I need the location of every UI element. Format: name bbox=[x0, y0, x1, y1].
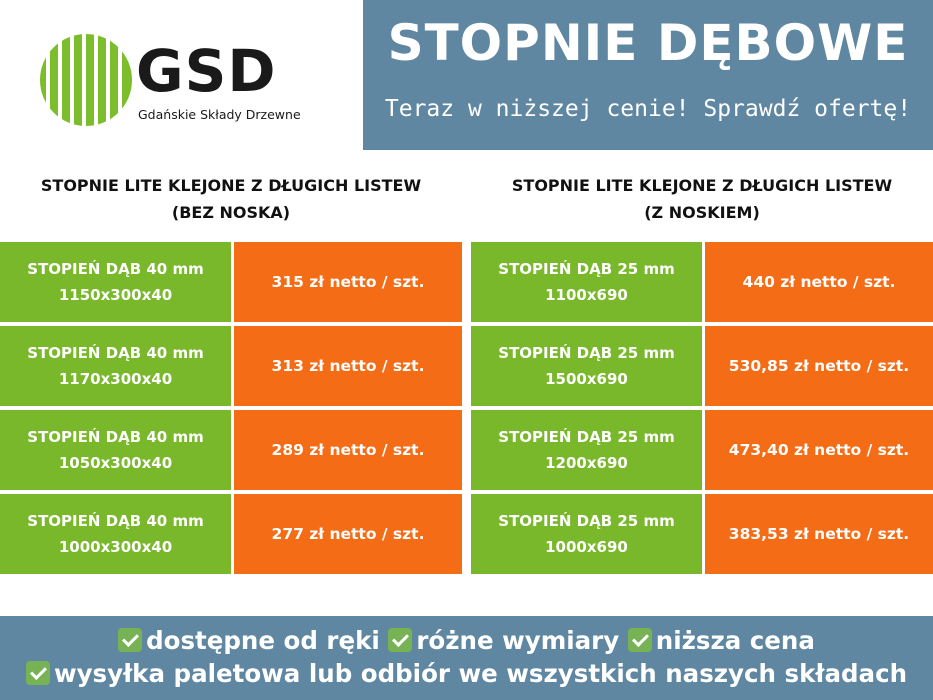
promo-banner: STOPNIE DĘBOWE Teraz w niższej cenie! Sp… bbox=[363, 0, 933, 150]
logo-mark-icon bbox=[40, 34, 132, 126]
price-table-without-nosing: STOPNIE LITE KLEJONE Z DŁUGICH LISTEW (B… bbox=[0, 172, 462, 578]
price-cell: 383,53 zł netto / szt. bbox=[705, 494, 933, 574]
product-cell: STOPIEŃ DĄB 25 mm 1000x690 bbox=[471, 494, 702, 574]
feature-text: wysyłka paletowa lub odbiór we wszystkic… bbox=[53, 659, 908, 688]
product-cell: STOPIEŃ DĄB 40 mm 1170x300x40 bbox=[0, 326, 231, 406]
banner-title: STOPNIE DĘBOWE bbox=[387, 14, 909, 72]
check-mark-icon bbox=[627, 628, 652, 652]
table-row: STOPIEŃ DĄB 25 mm 1100x690 440 zł netto … bbox=[471, 242, 933, 322]
price-cell: 530,85 zł netto / szt. bbox=[705, 326, 933, 406]
table-heading: STOPNIE LITE KLEJONE Z DŁUGICH LISTEW (Z… bbox=[471, 172, 933, 242]
price-cell: 315 zł netto / szt. bbox=[234, 242, 462, 322]
feature-text: dostępne od ręki bbox=[146, 626, 380, 655]
product-cell: STOPIEŃ DĄB 40 mm 1000x300x40 bbox=[0, 494, 231, 574]
price-cell: 289 zł netto / szt. bbox=[234, 410, 462, 490]
table-heading-line: (BEZ NOSKA) bbox=[171, 203, 291, 222]
product-size: 1000x690 bbox=[545, 538, 628, 556]
features-line: wysyłka paletowa lub odbiór we wszystkic… bbox=[0, 661, 933, 687]
price-cell: 313 zł netto / szt. bbox=[234, 326, 462, 406]
table-row: STOPIEŃ DĄB 40 mm 1050x300x40 289 zł net… bbox=[0, 410, 462, 490]
product-name: STOPIEŃ DĄB 25 mm bbox=[498, 260, 675, 278]
product-size: 1150x300x40 bbox=[58, 286, 173, 304]
product-name: STOPIEŃ DĄB 40 mm bbox=[27, 344, 204, 362]
price-cell: 473,40 zł netto / szt. bbox=[705, 410, 933, 490]
feature-text: różne wymiary bbox=[416, 626, 620, 655]
product-cell: STOPIEŃ DĄB 25 mm 1500x690 bbox=[471, 326, 702, 406]
product-size: 1050x300x40 bbox=[58, 454, 173, 472]
product-name: STOPIEŃ DĄB 40 mm bbox=[27, 512, 204, 530]
product-size: 1170x300x40 bbox=[58, 370, 173, 388]
price-cell: 277 zł netto / szt. bbox=[234, 494, 462, 574]
product-name: STOPIEŃ DĄB 40 mm bbox=[27, 260, 204, 278]
gsd-logo: GSD Gdańskie Składy Drzewne bbox=[38, 28, 318, 132]
feature-text: niższa cena bbox=[655, 626, 815, 655]
product-name: STOPIEŃ DĄB 25 mm bbox=[498, 428, 675, 446]
product-size: 1100x690 bbox=[545, 286, 628, 304]
product-size: 1200x690 bbox=[545, 454, 628, 472]
table-row: STOPIEŃ DĄB 40 mm 1150x300x40 315 zł net… bbox=[0, 242, 462, 322]
product-cell: STOPIEŃ DĄB 25 mm 1100x690 bbox=[471, 242, 702, 322]
table-row: STOPIEŃ DĄB 25 mm 1200x690 473,40 zł net… bbox=[471, 410, 933, 490]
price-cell: 440 zł netto / szt. bbox=[705, 242, 933, 322]
product-cell: STOPIEŃ DĄB 40 mm 1050x300x40 bbox=[0, 410, 231, 490]
check-mark-icon bbox=[388, 628, 413, 652]
table-row: STOPIEŃ DĄB 25 mm 1000x690 383,53 zł net… bbox=[471, 494, 933, 574]
check-mark-icon bbox=[118, 628, 143, 652]
table-row: STOPIEŃ DĄB 40 mm 1000x300x40 277 zł net… bbox=[0, 494, 462, 574]
product-name: STOPIEŃ DĄB 25 mm bbox=[498, 512, 675, 530]
product-size: 1500x690 bbox=[545, 370, 628, 388]
logo-subtitle: Gdańskie Składy Drzewne bbox=[138, 107, 301, 122]
logo-wordmark: GSD bbox=[136, 37, 277, 105]
product-name: STOPIEŃ DĄB 40 mm bbox=[27, 428, 204, 446]
product-cell: STOPIEŃ DĄB 40 mm 1150x300x40 bbox=[0, 242, 231, 322]
table-heading-line: STOPNIE LITE KLEJONE Z DŁUGICH LISTEW bbox=[40, 176, 422, 195]
table-row: STOPIEŃ DĄB 40 mm 1170x300x40 313 zł net… bbox=[0, 326, 462, 406]
banner-subtitle: Teraz w niższej cenie! Sprawdź ofertę! bbox=[384, 96, 912, 122]
check-mark-icon bbox=[25, 661, 50, 685]
features-line: dostępne od ręki różne wymiary niższa ce… bbox=[0, 628, 933, 654]
table-heading: STOPNIE LITE KLEJONE Z DŁUGICH LISTEW (B… bbox=[0, 172, 462, 242]
product-name: STOPIEŃ DĄB 25 mm bbox=[498, 344, 675, 362]
product-cell: STOPIEŃ DĄB 25 mm 1200x690 bbox=[471, 410, 702, 490]
table-heading-line: (Z NOSKIEM) bbox=[644, 203, 760, 222]
table-heading-line: STOPNIE LITE KLEJONE Z DŁUGICH LISTEW bbox=[511, 176, 893, 195]
features-footer: dostępne od ręki różne wymiary niższa ce… bbox=[0, 616, 933, 700]
product-size: 1000x300x40 bbox=[58, 538, 173, 556]
table-row: STOPIEŃ DĄB 25 mm 1500x690 530,85 zł net… bbox=[471, 326, 933, 406]
price-table-with-nosing: STOPNIE LITE KLEJONE Z DŁUGICH LISTEW (Z… bbox=[471, 172, 933, 578]
